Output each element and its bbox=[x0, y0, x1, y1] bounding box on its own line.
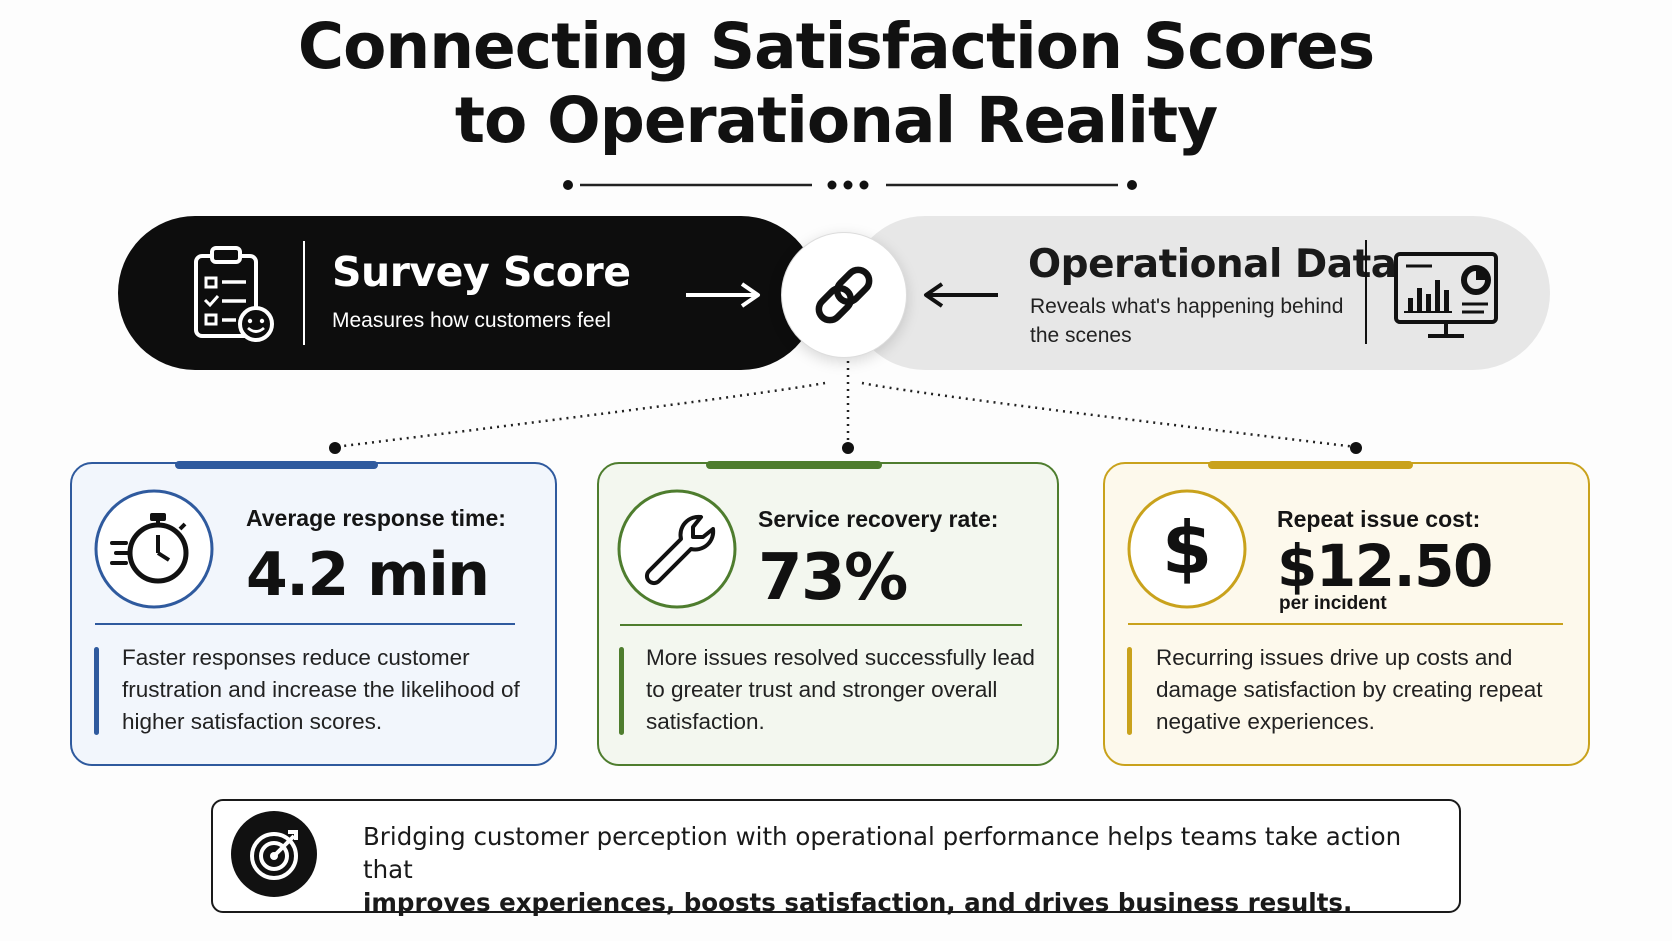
summary-bold-line: improves experiences, boosts satisfactio… bbox=[363, 888, 1353, 917]
wrench-icon bbox=[617, 489, 737, 609]
metric-label: Average response time: bbox=[246, 505, 506, 531]
repeat-issue-card bbox=[1103, 462, 1590, 766]
card-tab bbox=[706, 461, 882, 469]
card-tab bbox=[175, 461, 378, 469]
card-divider bbox=[1128, 623, 1563, 625]
survey-divider bbox=[303, 241, 305, 345]
svg-text:$: $ bbox=[1162, 506, 1212, 590]
accent-bar bbox=[1127, 647, 1132, 735]
metric-label: Repeat issue cost: bbox=[1277, 506, 1481, 532]
link-connector bbox=[781, 232, 907, 358]
metric-value: 73% bbox=[758, 541, 908, 615]
link-chain-icon bbox=[815, 266, 873, 324]
card-divider bbox=[620, 624, 1022, 626]
card-divider bbox=[95, 623, 515, 625]
survey-subtitle: Measures how customers feel bbox=[332, 309, 611, 332]
summary-text: Bridging customer perception with operat… bbox=[363, 820, 1443, 919]
title-line-2: to Operational Reality bbox=[454, 84, 1218, 157]
metric-value: 4.2 min bbox=[246, 540, 490, 610]
page-title: Connecting Satisfaction Scores to Operat… bbox=[0, 10, 1672, 158]
operational-title: Operational Data bbox=[1028, 242, 1397, 287]
title-line-1: Connecting Satisfaction Scores bbox=[297, 10, 1375, 83]
card-description: Faster responses reduce customer frustra… bbox=[122, 645, 520, 734]
card-tab bbox=[1208, 461, 1413, 469]
card-description: Recurring issues drive up costs and dama… bbox=[1156, 645, 1543, 734]
operational-divider bbox=[1365, 240, 1367, 344]
title-divider bbox=[563, 180, 1137, 190]
arrow-left-icon bbox=[924, 282, 998, 308]
summary-line: Bridging customer perception with operat… bbox=[363, 822, 1402, 884]
accent-bar bbox=[94, 647, 99, 735]
card-description: More issues resolved successfully lead t… bbox=[646, 645, 1035, 734]
metric-unit: per incident bbox=[1279, 593, 1387, 614]
dotted-connectors bbox=[329, 361, 1362, 454]
operational-subtitle: Reveals what's happening behind the scen… bbox=[1030, 295, 1344, 347]
metric-label: Service recovery rate: bbox=[758, 506, 999, 532]
stopwatch-icon bbox=[94, 489, 214, 609]
summary-box bbox=[211, 799, 1461, 913]
arrow-right-icon bbox=[686, 282, 760, 308]
survey-title: Survey Score bbox=[332, 248, 631, 296]
dollar-icon: $ bbox=[1127, 489, 1247, 609]
accent-bar bbox=[619, 647, 624, 735]
metric-value: $12.50 bbox=[1277, 532, 1493, 600]
dashboard-monitor-icon bbox=[1394, 252, 1498, 338]
target-icon bbox=[231, 811, 317, 897]
survey-clipboard-icon bbox=[194, 246, 274, 342]
